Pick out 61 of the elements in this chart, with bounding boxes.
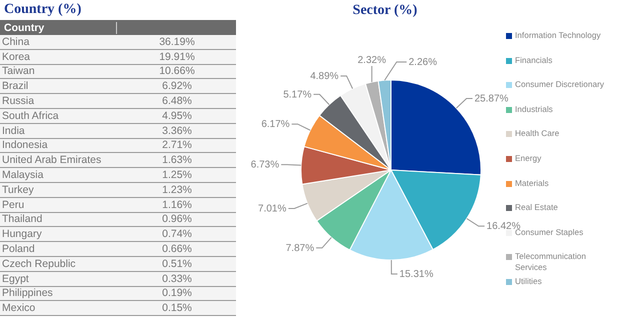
data-label: 19.91%: [158, 50, 196, 63]
legend-label: Financials: [515, 54, 552, 66]
data-label: 6.17%: [261, 119, 290, 130]
category-label: Russia: [1, 95, 36, 108]
legend-label: Information Technology: [515, 30, 601, 41]
legend-label: Telecommunication Services: [515, 251, 588, 274]
text: Country (%): [3, 1, 82, 19]
data-label: 6.92%: [161, 80, 193, 92]
category-label: South Africa: [1, 110, 60, 122]
category-label: China: [1, 36, 30, 48]
data-label: 36.19%: [158, 36, 196, 48]
data-label: 1.16%: [161, 198, 193, 211]
data-label: 25.87%: [474, 93, 509, 104]
data-label: 0.51%: [161, 258, 193, 270]
category-label: Indonesia: [1, 139, 49, 152]
data-label: 0.96%: [161, 213, 193, 226]
data-label: 0.15%: [161, 302, 193, 314]
chart-title: Sector (%): [352, 3, 418, 19]
data-label: 2.26%: [408, 57, 438, 68]
legend-label: Utilities: [515, 276, 542, 287]
data-label: 7.87%: [286, 242, 314, 254]
legend-label: Health Care: [515, 128, 560, 140]
category-label: Hungary: [1, 228, 43, 240]
legend-label: Industrials: [515, 104, 553, 115]
data-label: 0.66%: [161, 243, 193, 256]
data-label: 1.23%: [161, 184, 193, 196]
data-label: 3.36%: [161, 124, 193, 137]
data-label: 0.74%: [161, 228, 193, 240]
category-label: Korea: [1, 50, 32, 63]
data-label: 0.19%: [161, 287, 193, 300]
category-label: Thailand: [1, 213, 44, 226]
data-label: 5.17%: [283, 89, 312, 100]
category-label: Philippines: [1, 287, 54, 300]
data-label: 4.95%: [161, 110, 193, 122]
data-label: 6.48%: [161, 95, 193, 108]
category-label: Peru: [1, 198, 26, 211]
data-label: 1.25%: [161, 169, 193, 182]
category-label: Taiwan: [1, 65, 36, 78]
category-label: India: [1, 124, 26, 137]
legend-label: Energy: [515, 152, 542, 164]
data-label: 7.01%: [258, 204, 286, 215]
data-label: 2.71%: [161, 139, 193, 152]
data-label: 10.66%: [158, 65, 196, 78]
category-label: Malaysia: [1, 169, 44, 182]
category-label: Egypt: [1, 272, 30, 285]
data-label: 4.89%: [310, 70, 339, 82]
legend-label: Real Estate: [515, 202, 558, 214]
category-label: Turkey: [1, 184, 35, 196]
data-label: 1.63%: [161, 154, 193, 166]
category-label: Brazil: [1, 80, 30, 92]
category-label: Mexico: [1, 302, 36, 314]
text: Country: [0, 22, 117, 34]
legend-label: Materials: [515, 178, 549, 189]
data-label: 0.33%: [161, 272, 193, 285]
legend-label: Consumer Discretionary: [515, 79, 604, 90]
data-label: 2.32%: [358, 55, 386, 66]
category-label: Poland: [1, 243, 36, 256]
category-label: Czech Republic: [1, 258, 77, 270]
data-label: 15.31%: [399, 269, 434, 280]
data-label: 6.73%: [250, 160, 280, 171]
category-label: United Arab Emirates: [1, 154, 102, 166]
